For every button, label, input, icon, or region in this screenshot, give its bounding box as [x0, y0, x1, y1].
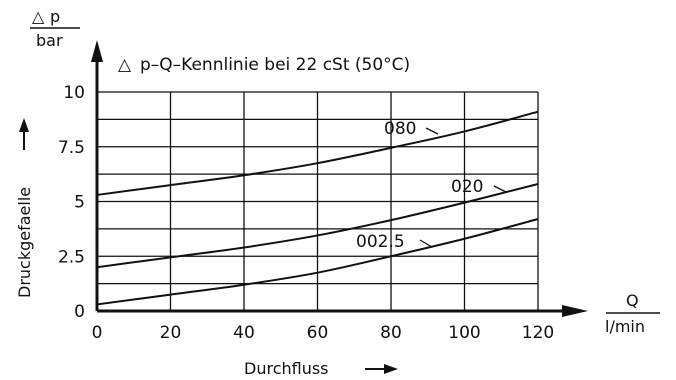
series-label-leader — [419, 239, 433, 248]
series-label-020: 020 — [451, 177, 483, 197]
y-unit-symbol: △ — [32, 7, 45, 26]
title-delta-symbol: △ — [118, 55, 132, 75]
y-unit-var: p — [50, 7, 60, 26]
series-label-002-5: 002.5 — [356, 232, 405, 252]
y-axis-label: Druckgefaelle — [15, 187, 34, 298]
series-line-002-5 — [96, 218, 539, 306]
y-tick-label: 2.5 — [58, 247, 85, 267]
y-tick-label: 5 — [74, 193, 85, 213]
x-tick-label: 20 — [160, 323, 182, 343]
x-unit-lmin: l/min — [605, 317, 645, 336]
x-tick-label: 60 — [307, 323, 329, 343]
y-unit-bar: bar — [36, 31, 63, 50]
x-axis-arrow — [562, 305, 588, 317]
x-tick-label: 120 — [522, 323, 554, 343]
series-label-leader — [493, 185, 507, 193]
y-axis-label-arrow-head — [19, 118, 29, 132]
y-axis-arrow — [91, 40, 103, 62]
chart-title: p–Q–Kennlinie bei 22 cSt (50°C) — [140, 55, 410, 75]
series-line-020 — [96, 183, 539, 269]
x-tick-label: 100 — [448, 323, 480, 343]
series-line-080 — [96, 110, 539, 196]
y-tick-label: 7.5 — [58, 138, 85, 158]
y-tick-label: 10 — [63, 83, 85, 103]
x-axis-label-arrow-head — [384, 364, 398, 374]
series-label-080: 080 — [384, 119, 416, 139]
x-tick-label: 80 — [380, 323, 402, 343]
x-axis-label: Durchfluss — [244, 359, 329, 378]
x-tick-label: 40 — [233, 323, 255, 343]
x-unit-var: Q — [626, 291, 639, 310]
y-tick-label: 0 — [74, 302, 85, 322]
series-label-leader — [425, 127, 439, 135]
x-tick-label: 0 — [92, 323, 103, 343]
